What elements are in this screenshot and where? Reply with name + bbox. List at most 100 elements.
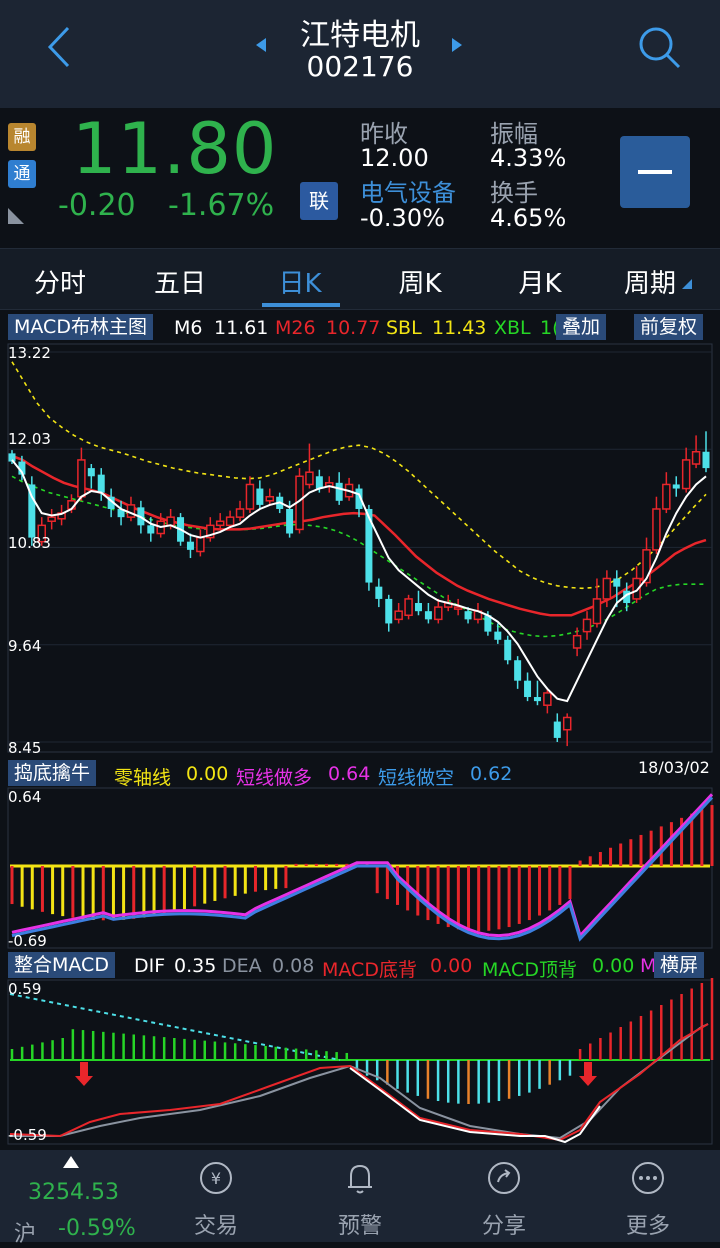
sector-link[interactable]: 电气设备 — [360, 179, 456, 207]
m6-line — [11, 459, 707, 703]
candle-body — [315, 476, 323, 489]
candle-body — [18, 461, 26, 475]
amplitude-value: 4.33% — [490, 144, 567, 172]
candle-body — [147, 525, 155, 534]
candle-body — [305, 471, 314, 486]
candle-body — [691, 450, 701, 465]
next-stock-icon[interactable] — [452, 38, 462, 52]
candle-body — [47, 516, 56, 522]
sbl-label: SBL — [386, 317, 422, 339]
candle-body — [702, 451, 710, 469]
candle-body — [385, 598, 393, 624]
candle-body — [394, 610, 403, 621]
candle-body — [592, 598, 602, 625]
nav-trade[interactable]: 交易 — [193, 1214, 238, 1239]
candle-body — [117, 508, 125, 518]
back-icon[interactable] — [40, 22, 80, 72]
candle-body — [215, 520, 225, 527]
dif-line-white — [349, 1067, 601, 1144]
candle-body — [235, 508, 245, 518]
sub2-chart[interactable] — [0, 978, 720, 1146]
nav-alert[interactable]: 预警 — [337, 1214, 382, 1239]
candle-body — [365, 508, 373, 583]
tab-period[interactable]: 周期 — [623, 269, 676, 299]
candle-body — [196, 536, 205, 553]
candle-body — [652, 508, 661, 551]
candlestick-chart[interactable] — [0, 340, 720, 758]
tab-daily-k[interactable]: 日K — [278, 269, 322, 299]
sub2-indicator-button[interactable]: 整合MACD — [8, 952, 115, 978]
y-tick: 8.45 — [8, 739, 42, 757]
sub1-y-top: 0.64 — [8, 788, 42, 806]
landscape-button[interactable]: 横屏 — [654, 952, 705, 978]
y-tick: 13.22 — [8, 344, 51, 362]
amplitude-label: 振幅 — [490, 120, 538, 148]
candle-body — [245, 483, 255, 510]
dropdown-icon — [682, 279, 692, 289]
candle-body — [414, 603, 422, 612]
linked-button[interactable]: 联 — [300, 182, 338, 220]
m26-label: M26 — [275, 317, 316, 339]
candle-body — [28, 484, 36, 538]
tab-intraday[interactable]: 分时 — [33, 269, 86, 299]
m26-line — [11, 454, 707, 617]
nav-more[interactable]: 更多 — [625, 1214, 670, 1239]
xbl-value: 1( — [540, 317, 560, 339]
candle-body — [524, 680, 532, 698]
date-label: 18/03/02 — [638, 758, 710, 777]
sub2-y-top: 0.59 — [8, 980, 42, 998]
chart-frame — [7, 343, 713, 753]
candle-body — [256, 488, 264, 505]
sub1-indicator-button[interactable]: 捣底擒牛 — [8, 760, 97, 786]
bottom-nav: 3254.53 沪 -0.59% ¥ 交易 预警 分享 更多 — [0, 1150, 720, 1247]
active-tab-indicator — [262, 303, 340, 307]
tab-monthly-k[interactable]: 月K — [518, 269, 562, 299]
prev-close-value: 12.00 — [360, 144, 429, 172]
candle-body — [87, 468, 95, 477]
main-indicator-button[interactable]: MACD布林主图 — [8, 314, 153, 340]
svg-text:¥: ¥ — [211, 1169, 221, 1188]
xbl-label: XBL — [494, 317, 531, 339]
trade-icon[interactable]: ¥ — [198, 1160, 234, 1196]
candle-body — [97, 474, 105, 493]
candle-body — [562, 716, 572, 731]
more-icon[interactable] — [630, 1160, 666, 1196]
bell-icon[interactable] — [342, 1160, 378, 1196]
overlay-button[interactable]: 叠加 — [556, 314, 607, 340]
prev-stock-icon[interactable] — [256, 38, 266, 52]
top-bar: 江特电机 002176 — [0, 0, 720, 108]
margin-tag: 融 — [8, 123, 36, 151]
candle-body — [642, 549, 651, 584]
sub1-frame — [7, 787, 713, 949]
search-icon[interactable] — [636, 24, 682, 70]
short-value: 0.62 — [470, 763, 513, 785]
index-name: 沪 — [14, 1222, 37, 1247]
sub1-y-bottom: -0.69 — [8, 932, 47, 950]
candle-body — [623, 590, 631, 604]
candle-body — [613, 578, 621, 587]
truncated-legend: M — [640, 955, 657, 977]
dea-value: 0.08 — [272, 955, 315, 977]
y-tick: 10.83 — [8, 534, 51, 552]
nav-share[interactable]: 分享 — [481, 1214, 526, 1239]
adjust-button[interactable]: 前复权 — [634, 314, 704, 340]
sub2-y-bottom: -0.59 — [8, 1126, 47, 1144]
candle-body — [553, 721, 561, 738]
share-icon[interactable] — [486, 1160, 522, 1196]
dif-value: 0.35 — [174, 955, 217, 977]
price-change: -0.20 — [58, 188, 136, 223]
corner-arrow-icon — [8, 208, 24, 224]
candle-body — [186, 541, 194, 550]
sub1-chart[interactable] — [0, 786, 720, 950]
top-divergence-label: MACD顶背 — [482, 959, 577, 981]
minus-icon — [638, 170, 672, 174]
zero-line-label: 零轴线 — [114, 767, 172, 789]
tab-weekly-k[interactable]: 周K — [398, 269, 442, 299]
tab-five-day[interactable]: 五日 — [153, 269, 206, 299]
candle-body — [37, 524, 46, 543]
candle-body — [77, 459, 86, 498]
bottom-divergence-arrow — [75, 1062, 93, 1086]
remove-watchlist-button[interactable] — [620, 136, 690, 208]
index-value[interactable]: 3254.53 — [28, 1180, 119, 1205]
long-line — [11, 793, 714, 939]
